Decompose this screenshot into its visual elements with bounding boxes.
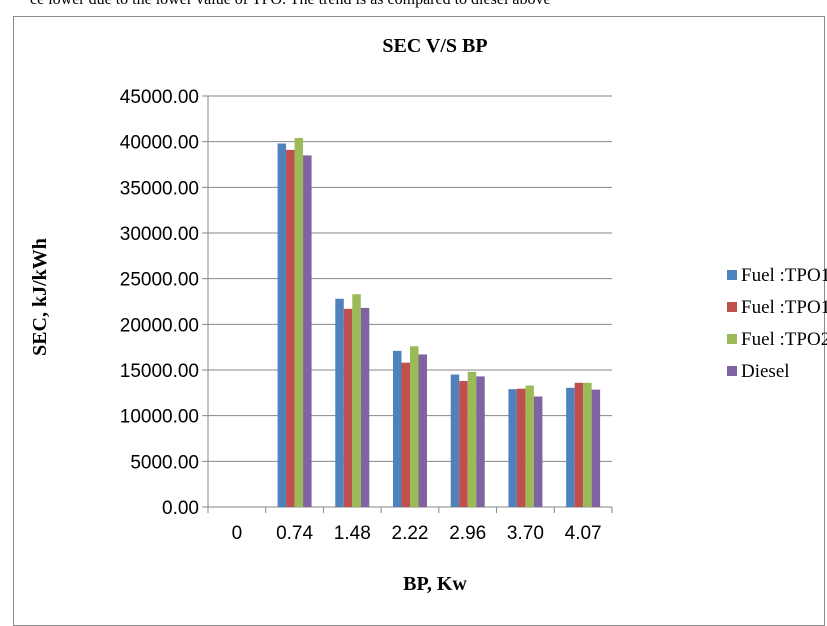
x-tick-labels: 0 0.74 1.48 2.22 2.96 3.70 4.07 [232, 523, 602, 544]
bar [459, 380, 468, 507]
y-tick-label: 20000.00 [120, 315, 199, 336]
bar [352, 294, 361, 507]
x-tick-label: 0 [232, 523, 243, 544]
bar [591, 389, 601, 507]
x-tick-label: 2.22 [392, 523, 429, 544]
y-axis-title: SEC, kJ/kWh [29, 238, 51, 356]
legend-swatch [727, 270, 737, 280]
bar [516, 388, 526, 507]
legend-swatch [727, 302, 737, 312]
x-tick-label: 2.96 [449, 523, 486, 544]
x-tick-label: 3.70 [507, 523, 544, 544]
y-tick-label: 5000.00 [130, 452, 199, 473]
legend-label: Fuel :TPO10 [741, 265, 827, 286]
legend-label: Diesel [741, 361, 790, 382]
x-tick-label: 0.74 [276, 523, 313, 544]
y-tick-label: 0.00 [162, 498, 199, 519]
x-tick-label: 4.07 [565, 523, 602, 544]
x-tick-label: 1.48 [334, 523, 371, 544]
bar [303, 155, 312, 507]
bar [401, 362, 410, 507]
bar [476, 376, 485, 507]
y-tick-labels: 0.00 5000.00 10000.00 15000.00 20000.00 25000… [120, 87, 199, 519]
bar [566, 387, 575, 507]
legend: Fuel :TPO10 Fuel :TPO15 Fuel :TPO20 Diesel [727, 265, 827, 382]
bar [335, 298, 344, 507]
bar [294, 138, 304, 507]
bar [574, 382, 584, 507]
legend-label: Fuel :TPO20 [741, 329, 827, 350]
y-tick-label: 35000.00 [120, 178, 199, 199]
y-tick-label: 45000.00 [120, 87, 199, 108]
bars [277, 138, 601, 508]
bar [277, 143, 287, 507]
bar [467, 371, 477, 507]
legend-label: Fuel :TPO15 [741, 297, 827, 318]
y-tick-label: 15000.00 [120, 361, 199, 382]
legend-swatch [727, 366, 737, 376]
bar [410, 346, 419, 507]
bar [450, 374, 460, 507]
bar [393, 350, 402, 507]
bar [418, 354, 427, 507]
y-tick-label: 40000.00 [120, 133, 199, 154]
y-tick-label: 10000.00 [120, 407, 199, 428]
top-caption-text: ce lower due to the lower value of TPO. … [30, 0, 827, 9]
gridlines [202, 95, 613, 513]
legend-swatch [727, 334, 737, 344]
bar [508, 389, 517, 507]
bar [533, 396, 543, 507]
bar [583, 382, 592, 507]
bar [343, 308, 353, 507]
bar [525, 385, 534, 507]
bar [360, 307, 370, 507]
x-axis-title: BP, Kw [403, 573, 467, 595]
chart-title: SEC V/S BP [382, 35, 487, 57]
y-tick-label: 30000.00 [120, 224, 199, 245]
y-tick-label: 25000.00 [120, 270, 199, 291]
bar [286, 149, 295, 508]
